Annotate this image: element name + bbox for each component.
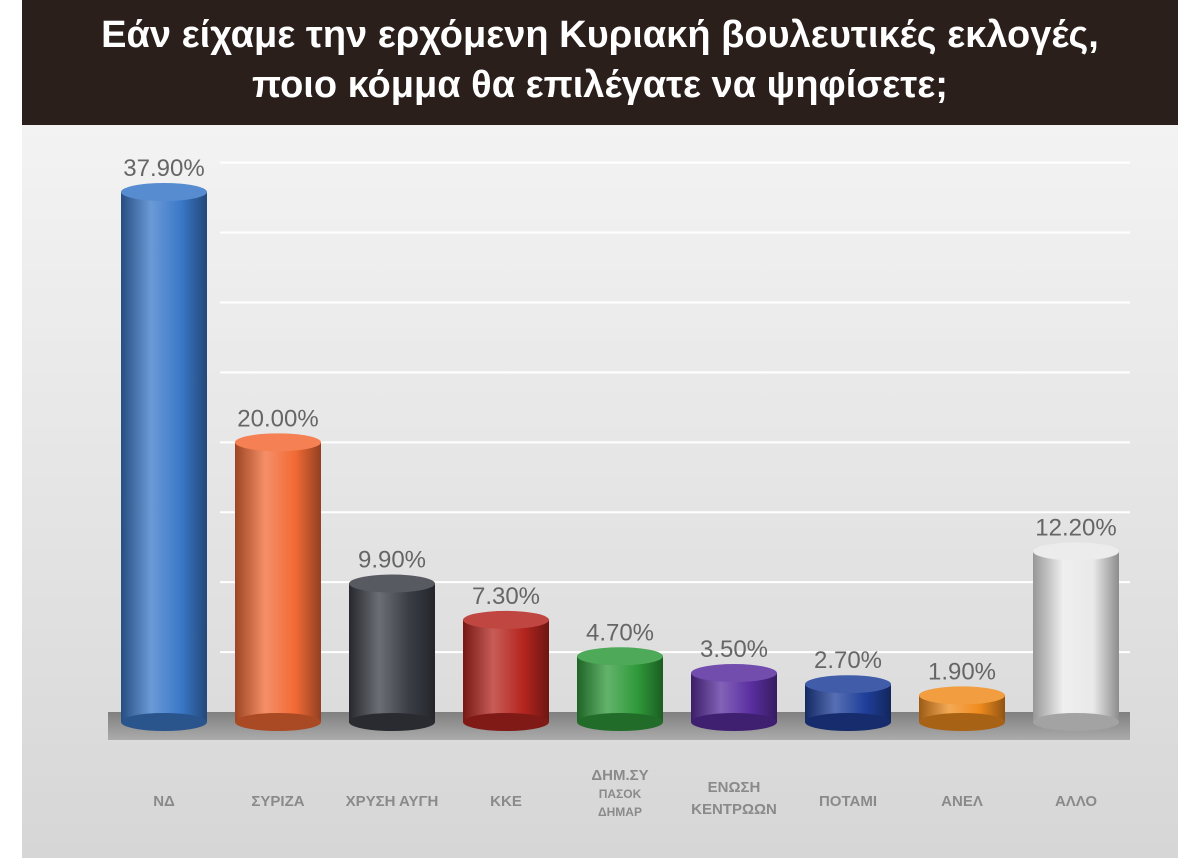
bar-top	[463, 610, 549, 629]
bar-top	[1033, 542, 1119, 561]
data-label: 4.70%	[586, 619, 654, 646]
title-bar: Εάν είχαμε την ερχόμενη Κυριακή βουλευτι…	[22, 0, 1178, 125]
bar-body	[235, 442, 321, 722]
category-label: ΔΗΜ.ΣΥ	[591, 767, 648, 784]
bar-bottom	[577, 713, 663, 731]
data-label: 7.30%	[472, 583, 540, 610]
bar-body	[577, 656, 663, 722]
bar-bottom	[349, 713, 435, 731]
bar-top	[919, 686, 1005, 705]
bar-bottom	[919, 713, 1005, 731]
data-label: 2.70%	[814, 647, 882, 674]
data-label: 20.00%	[237, 405, 318, 432]
category-label: ΕΝΩΣΗ	[708, 779, 761, 796]
bar-body	[463, 619, 549, 722]
bar	[919, 686, 1005, 731]
bar	[1033, 542, 1119, 731]
bar-top	[577, 647, 663, 666]
bars	[121, 183, 1119, 731]
category-label: ΝΔ	[153, 793, 175, 810]
bar	[577, 647, 663, 731]
bar-bottom	[235, 713, 321, 731]
bar-bottom	[463, 713, 549, 731]
bar-top	[691, 664, 777, 683]
bar	[349, 574, 435, 731]
bar-body	[121, 192, 207, 722]
bar-bottom	[1033, 713, 1119, 731]
bar-body	[349, 583, 435, 722]
bar	[691, 664, 777, 731]
bar-top	[805, 675, 891, 694]
bar	[121, 183, 207, 731]
category-label: ΚΚΕ	[490, 793, 522, 810]
bar-bottom	[691, 713, 777, 731]
data-label: 3.50%	[700, 636, 768, 663]
category-label: ΧΡΥΣΗ ΑΥΓΗ	[346, 793, 439, 810]
category-label: ΑΛΛΟ	[1055, 793, 1097, 810]
bar-top	[349, 574, 435, 593]
data-label: 1.90%	[928, 658, 996, 685]
bar	[235, 433, 321, 731]
category-label: ΣΥΡΙΖΑ	[251, 793, 304, 810]
category-label: ΠΟΤΑΜΙ	[819, 793, 877, 810]
category-label: ΔΗΜΑΡ	[598, 805, 642, 819]
data-label: 9.90%	[358, 547, 426, 574]
data-labels: 37.90% 20.00% 9.90% 7.30% 4.70% 3.50% 2.70% 1.9…	[123, 155, 1116, 685]
bar	[805, 675, 891, 731]
data-label: 37.90%	[123, 155, 204, 182]
bar-top	[235, 433, 321, 452]
bar-top	[121, 183, 207, 201]
bar-bottom	[805, 713, 891, 731]
bar-body	[1033, 551, 1119, 722]
bar	[463, 610, 549, 731]
category-label: ΚΕΝΤΡΩΩΝ	[691, 801, 777, 818]
category-label: ΑΝΕΛ	[941, 793, 983, 810]
data-label: 12.20%	[1035, 514, 1116, 541]
category-labels: ΝΔ ΣΥΡΙΖΑ ΧΡΥΣΗ ΑΥΓΗ ΚΚΕ ΔΗΜ.ΣΥ ΠΑΣΟΚ ΔΗΜΑΡ ΕΝΩ…	[153, 767, 1097, 819]
chart-title-line-1: Εάν είχαμε την ερχόμενη Κυριακή βουλευτι…	[101, 14, 1099, 56]
category-label: ΠΑΣΟΚ	[599, 787, 642, 801]
chart-title-line-2: ποιο κόμμα θα επιλέγατε να ψηφίσετε;	[252, 64, 948, 106]
bar-bottom	[121, 713, 207, 731]
